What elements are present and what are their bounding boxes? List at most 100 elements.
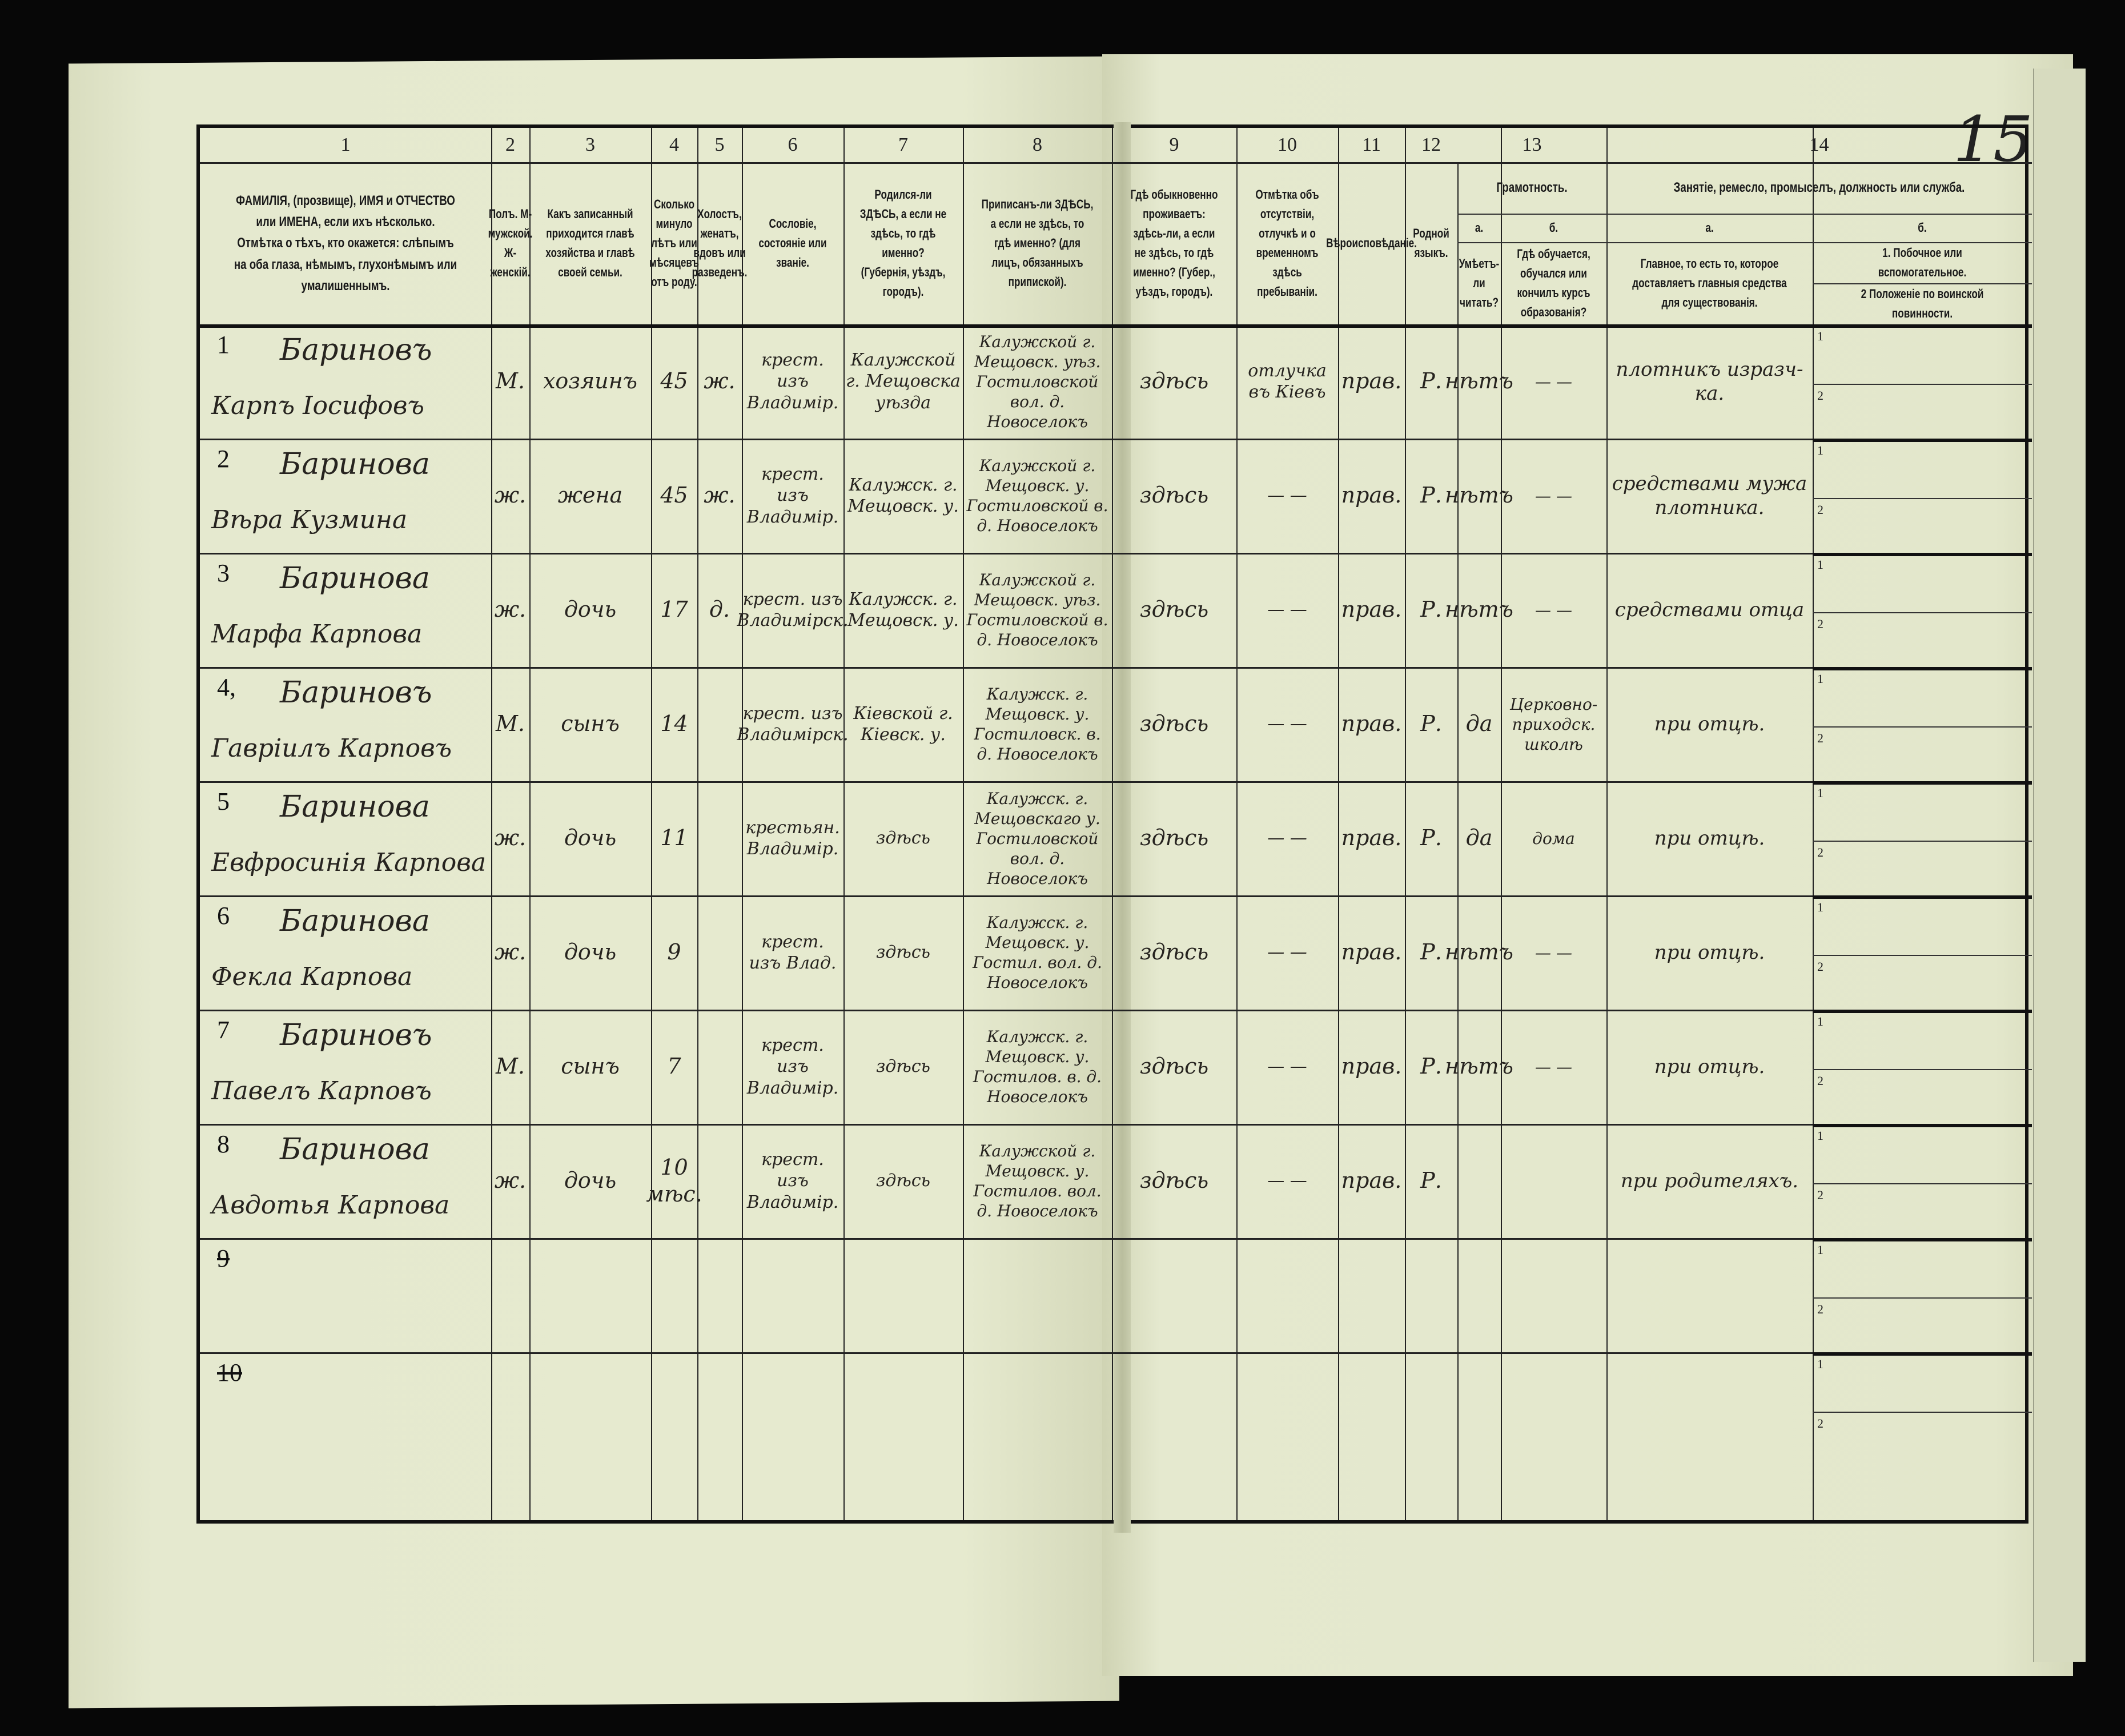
cell-residence: здѣсь — [1139, 1168, 1209, 1194]
cell-religion: прав. — [1341, 1054, 1402, 1079]
cell-language: Р. — [1420, 711, 1442, 737]
header-c10: Отмѣтка объ отсутствіи, отлучкѣ и о врем… — [1255, 187, 1319, 299]
cell-literate: нѣтъ — [1445, 597, 1513, 622]
row-divider — [1813, 895, 2032, 899]
cell-residence: здѣсь — [1139, 483, 1209, 508]
cell-relation: дочь — [564, 939, 617, 965]
subrow-divider — [1813, 498, 2032, 499]
subrow-label-1: 1 — [1817, 557, 1823, 572]
cell-born: Калужской г. Мещовска уѣзда — [846, 349, 961, 413]
row-divider — [1813, 324, 2032, 328]
column-divider — [1112, 128, 1113, 1520]
cell-occupation: при родителяхъ. — [1620, 1169, 1799, 1192]
column-number-2: 2 — [505, 134, 515, 155]
cell-estate: крест. изъ Владимірск. — [737, 703, 849, 745]
row-divider — [1813, 1352, 2032, 1356]
cell-registered: Калужской г. Мещовск. у. Гостиловской в.… — [966, 456, 1108, 535]
cell-residence: здѣсь — [1139, 1054, 1209, 1079]
cell-born: Кіевской г. Кіевск. у. — [853, 703, 953, 745]
header-c14b-label: б. — [1918, 220, 1927, 235]
subrow-divider — [1813, 1412, 2032, 1413]
cell-absence: — — — [1267, 485, 1307, 506]
cell-residence: здѣсь — [1139, 368, 1209, 394]
cell-registered — [965, 1241, 1110, 1349]
row-divider — [1813, 667, 2032, 670]
cell-sex: ж. — [494, 597, 527, 622]
header-c6: Сословіе, состояніе или званіе. — [758, 216, 827, 270]
subrow-label-1: 1 — [1817, 1128, 1823, 1143]
row-divider — [200, 553, 1813, 554]
cell-education — [1503, 1356, 1604, 1463]
column-number-5: 5 — [714, 134, 725, 155]
surname: Баринова — [280, 903, 430, 938]
header-c9: Гдѣ обыкновенно проживаетъ: здѣсь-ли, а … — [1130, 187, 1218, 299]
subrow-label-2: 2 — [1817, 388, 1823, 403]
row-number: 8 — [217, 1130, 230, 1158]
column-number-11: 11 — [1362, 134, 1381, 155]
row-divider — [1813, 1124, 2032, 1127]
cell-occupation: при отцѣ. — [1654, 941, 1765, 964]
subrow-label-2: 2 — [1817, 1302, 1823, 1316]
cell-absence: — — — [1267, 1056, 1307, 1077]
given-name-patronymic: Авдотья Карпова — [211, 1191, 450, 1220]
column-divider — [1813, 128, 1814, 1520]
cell-sex — [493, 1356, 527, 1463]
cell-relation — [532, 1356, 649, 1463]
row-divider — [200, 439, 1813, 440]
cell-relation — [532, 1241, 649, 1349]
cell-language: Р. — [1420, 939, 1442, 965]
cell-language: Р. — [1420, 825, 1442, 851]
cell-registered — [965, 1356, 1110, 1463]
column-divider — [843, 128, 845, 1520]
header-c13: Грамотность. — [1496, 180, 1568, 196]
cell-sex: ж. — [494, 1168, 527, 1194]
cell-born: здѣсь — [876, 828, 930, 849]
header-c13a-label: а. — [1475, 220, 1484, 235]
cell-age — [653, 1241, 695, 1349]
cell-registered: Калужской г. Мещовск. у. Гостилов. вол. … — [973, 1142, 1102, 1220]
cell-occupation: при отцѣ. — [1654, 826, 1765, 850]
subrow-label-2: 2 — [1817, 1074, 1823, 1088]
row-divider — [200, 895, 1813, 897]
subrow-divider — [1813, 726, 2032, 728]
cell-language — [1407, 1241, 1455, 1349]
column-number-9: 9 — [1169, 134, 1179, 155]
column-number-10: 10 — [1278, 134, 1297, 155]
cell-sex: ж. — [494, 825, 527, 851]
cell-born: здѣсь — [876, 942, 930, 963]
row-number: 7 — [217, 1016, 230, 1044]
surname: Бариновъ — [280, 675, 432, 710]
cell-estate: крест. изъ Владимірск. — [737, 589, 849, 631]
cell-absence: — — — [1267, 942, 1307, 963]
cell-religion — [1340, 1241, 1403, 1349]
given-name-patronymic: Фекла Карпова — [211, 962, 413, 991]
subrow-label-2: 2 — [1817, 1416, 1823, 1430]
cell-religion: прав. — [1341, 597, 1402, 622]
cell-estate: крест. изъ Владимір. — [746, 349, 839, 413]
column-divider — [742, 128, 743, 1520]
subrow-label-1: 1 — [1817, 1357, 1823, 1371]
subrow-label-1: 1 — [1817, 443, 1823, 457]
cell-registered: Калужск. г. Мещовск. у. Гостиловск. в. д… — [974, 685, 1101, 763]
column-number-1: 1 — [340, 134, 351, 155]
cell-language: Р. — [1420, 368, 1442, 394]
header-c8: Приписанъ-ли ЗДѢСЬ, а если не здѣсь, то … — [981, 196, 1094, 290]
cell-marital — [700, 899, 740, 1006]
row-divider — [1813, 553, 2032, 556]
cell-language — [1407, 1356, 1455, 1463]
subrow-label-2: 2 — [1817, 731, 1823, 745]
column-number-8: 8 — [1033, 134, 1042, 155]
column-number-14: 14 — [1809, 134, 1829, 155]
column-divider — [529, 128, 531, 1520]
cell-absence: — — — [1267, 1171, 1307, 1191]
subrow-label-1: 1 — [1817, 329, 1823, 343]
subrow-divider — [1813, 384, 2032, 385]
subrow-label-2: 2 — [1817, 503, 1823, 517]
cell-religion — [1340, 1356, 1403, 1463]
cell-estate: крест. изъ Владимір. — [746, 1149, 839, 1212]
cell-age: 17 — [660, 597, 688, 622]
cell-relation: дочь — [564, 1168, 617, 1194]
cell-registered: Калужск. г. Мещовск. у. Гостилов. в. д. … — [973, 1027, 1102, 1106]
cell-education: Церковно-приходск. школѣ — [1509, 694, 1598, 754]
cell-language: Р. — [1420, 483, 1442, 508]
